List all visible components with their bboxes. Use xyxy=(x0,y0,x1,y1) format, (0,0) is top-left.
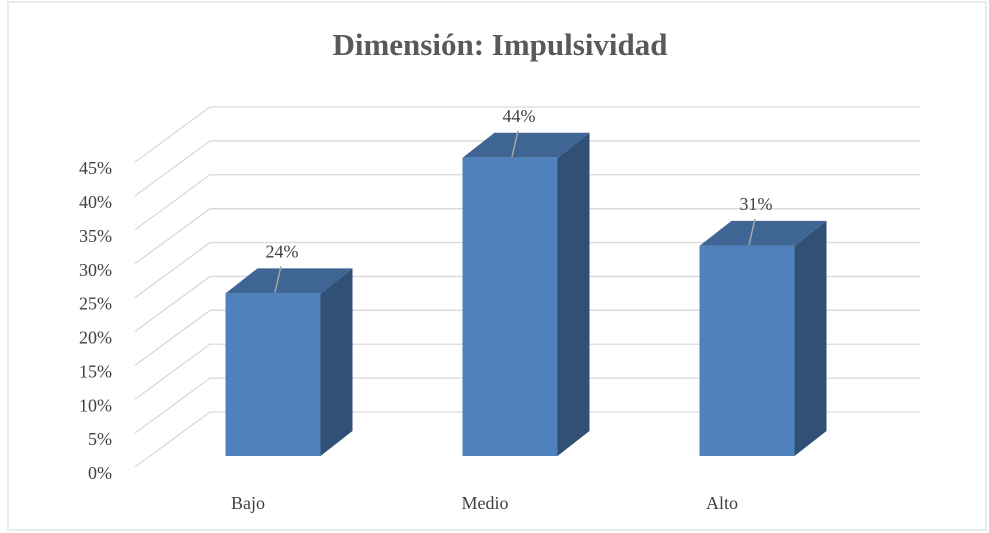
y-tick-label: 35% xyxy=(79,226,112,246)
grid-line xyxy=(134,309,920,366)
bar-top xyxy=(225,268,353,294)
grid-line xyxy=(134,343,920,400)
y-tick-label: 25% xyxy=(79,294,112,314)
x-tick-label: Alto xyxy=(706,493,738,513)
y-tick-label: 45% xyxy=(79,158,112,178)
bar-side xyxy=(320,268,353,456)
y-tick-label: 30% xyxy=(79,260,112,280)
grid-line xyxy=(134,411,920,468)
grid-line xyxy=(134,208,920,265)
y-tick-label: 40% xyxy=(79,192,112,212)
chart-title: Dimensión: Impulsividad xyxy=(332,27,667,62)
bar-side xyxy=(557,132,590,456)
label-leader xyxy=(274,266,282,293)
grid-line xyxy=(134,241,920,299)
value-label: 31% xyxy=(740,194,773,214)
grid-line xyxy=(134,377,920,434)
bar xyxy=(462,157,558,456)
x-tick-label: Bajo xyxy=(231,493,265,513)
bar-top xyxy=(699,220,827,246)
bar-top xyxy=(462,132,590,158)
grid-line xyxy=(134,106,920,163)
x-tick-label: Medio xyxy=(462,493,509,513)
bar-side xyxy=(794,220,827,456)
value-label: 24% xyxy=(266,241,299,261)
label-leader xyxy=(511,130,519,157)
grid-line xyxy=(134,275,920,332)
y-tick-label: 15% xyxy=(79,361,112,381)
label-leader xyxy=(748,218,756,246)
grid-line xyxy=(134,174,920,231)
y-tick-label: 20% xyxy=(79,328,112,348)
y-tick-label: 5% xyxy=(88,429,112,449)
bar xyxy=(225,293,321,456)
y-tick-label: 0% xyxy=(88,463,112,483)
bar xyxy=(699,245,795,456)
y-tick-label: 10% xyxy=(79,395,112,415)
grid-line xyxy=(134,140,920,197)
value-label: 44% xyxy=(503,106,536,126)
